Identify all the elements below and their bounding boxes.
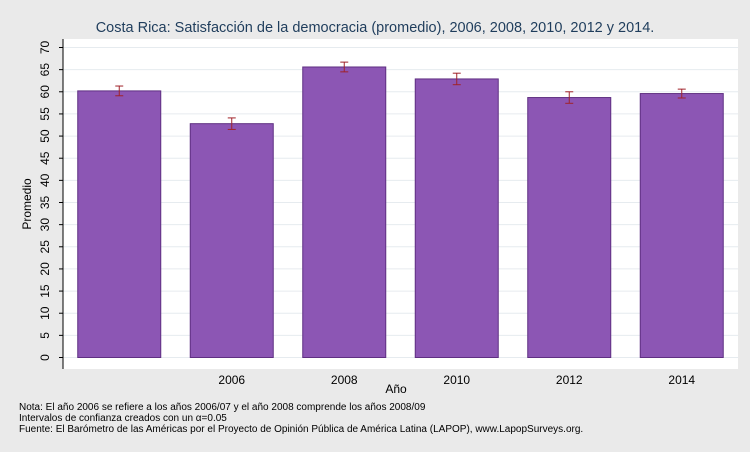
bars xyxy=(77,66,724,359)
x-axis: 2006 2008 2010 2012 2014 xyxy=(218,373,695,387)
x-axis-label: Año xyxy=(385,382,407,396)
bar xyxy=(527,97,612,359)
y-tick-label: 30 xyxy=(38,218,52,232)
y-tick-label: 15 xyxy=(38,284,52,298)
bar xyxy=(414,78,499,358)
x-tick-label: 2010 xyxy=(443,373,470,387)
bar xyxy=(77,90,162,359)
error-bars xyxy=(115,61,686,130)
y-tick-label: 45 xyxy=(38,151,52,165)
y-tick-label: 0 xyxy=(38,354,52,361)
y-tick-label: 5 xyxy=(38,332,52,339)
y-axis: 0 5 10 15 20 25 30 35 40 45 50 55 60 65 70 xyxy=(38,39,64,369)
chart-title: Costa Rica: Satisfacción de la democraci… xyxy=(96,20,655,36)
bar-chart: 0 5 10 15 20 25 30 35 40 45 50 55 60 65 70 2006 2008 201… xyxy=(20,20,738,396)
y-tick-label: 70 xyxy=(38,41,52,55)
bar xyxy=(639,93,724,359)
note-line-2: Intervalos de confianza creados con un α… xyxy=(19,413,227,424)
plot-area xyxy=(63,39,738,369)
y-tick-label: 35 xyxy=(38,196,52,210)
y-axis-label: Promedio xyxy=(20,178,34,230)
y-tick-label: 20 xyxy=(38,262,52,276)
x-tick-label: 2014 xyxy=(668,373,695,387)
bar xyxy=(189,123,274,358)
y-tick-label: 40 xyxy=(38,173,52,187)
x-tick-label: 2006 xyxy=(218,373,245,387)
y-tick-label: 10 xyxy=(38,306,52,320)
note-line-3: Fuente: El Barómetro de las Américas por… xyxy=(19,424,584,435)
gridlines xyxy=(63,47,738,358)
y-tick-label: 25 xyxy=(38,240,52,254)
x-tick-label: 2012 xyxy=(556,373,583,387)
y-tick-label: 50 xyxy=(38,129,52,143)
y-tick-label: 65 xyxy=(38,63,52,77)
note-line-1: Nota: El año 2006 se refiere a los años … xyxy=(19,402,426,413)
bar xyxy=(302,66,387,358)
y-tick-label: 55 xyxy=(38,107,52,121)
y-tick-label: 60 xyxy=(38,85,52,99)
x-tick-label: 2008 xyxy=(331,373,358,387)
